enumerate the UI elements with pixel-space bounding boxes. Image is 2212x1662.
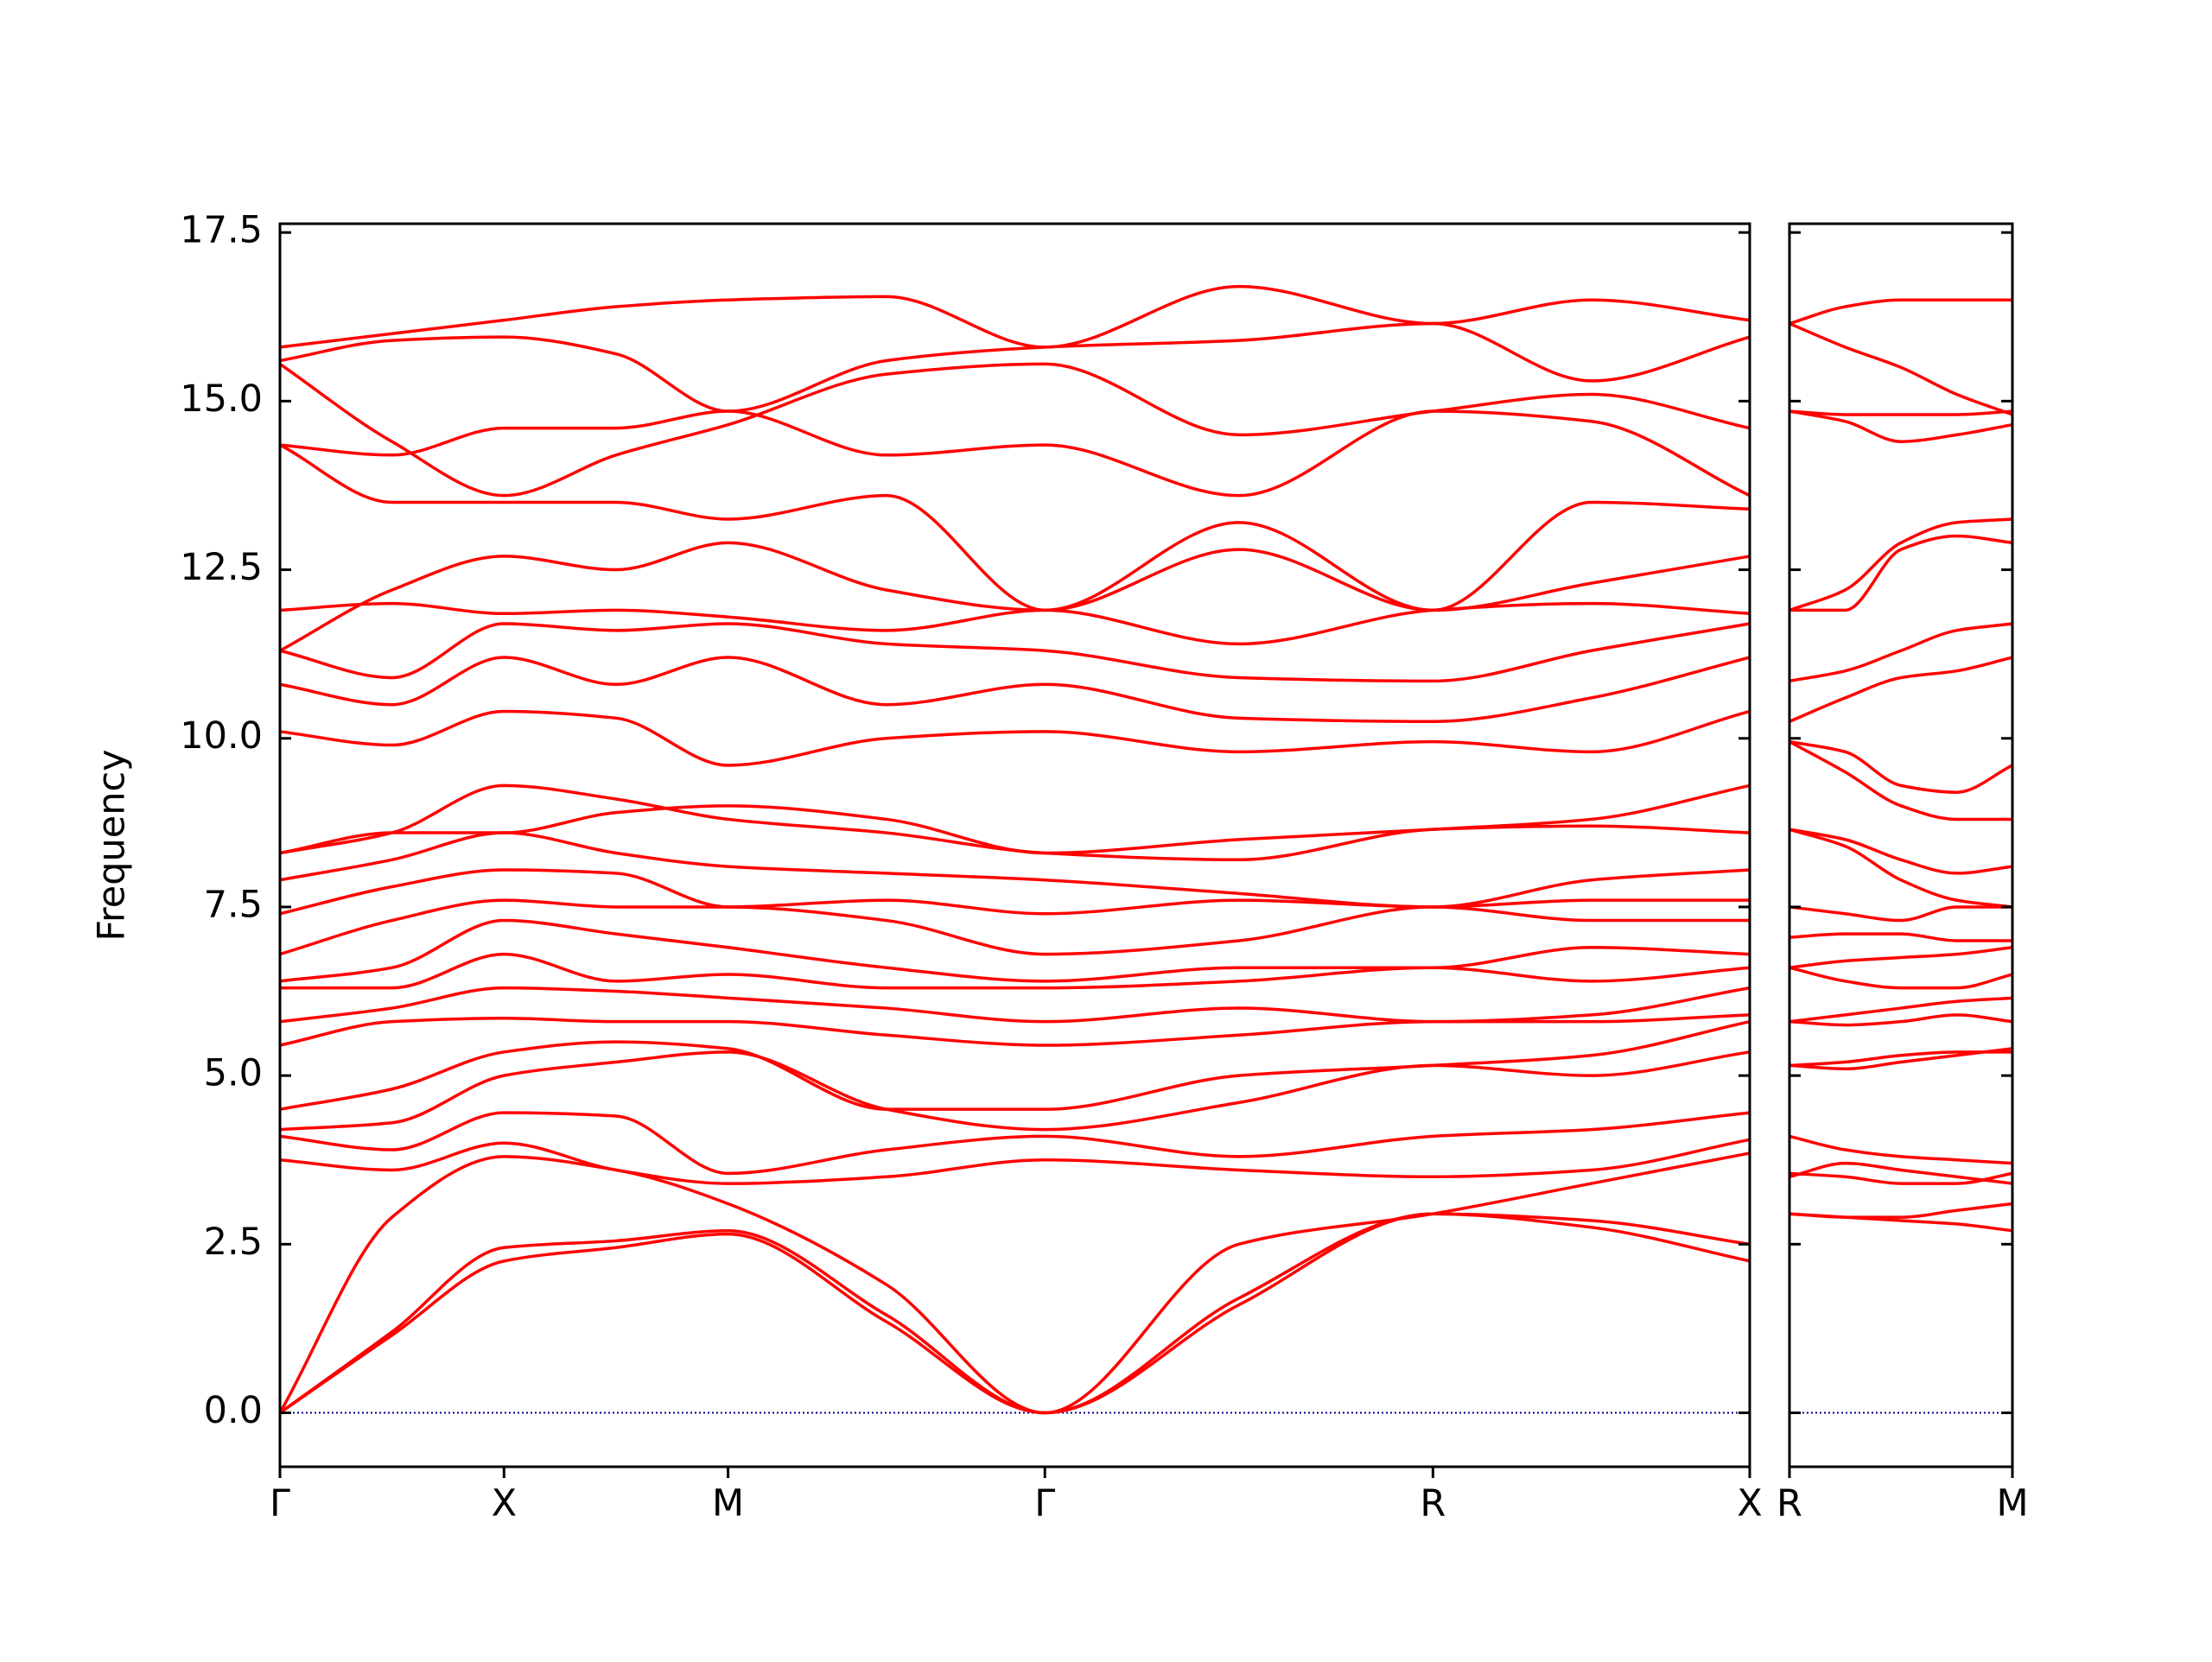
band-line (1789, 534, 2013, 612)
y-tick-label: 12.5 (180, 546, 263, 589)
band-line (279, 1111, 1751, 1176)
x-tick-label: R (1420, 1482, 1446, 1526)
band-line (278, 1212, 1751, 1415)
band-line (1789, 656, 2013, 723)
band-line (1789, 1134, 2013, 1165)
band-line (1789, 828, 2013, 909)
plot-frame (1788, 222, 2014, 1469)
band-line (279, 1050, 1751, 1132)
band-line (1789, 996, 2013, 1024)
y-tick-label: 17.5 (180, 209, 263, 252)
band-line (1789, 622, 2013, 683)
bands (278, 284, 1751, 1415)
band-line (279, 1212, 1751, 1415)
band-line (279, 709, 1751, 767)
band-line (1789, 517, 2013, 612)
y-tick-label: 7.5 (204, 883, 263, 926)
x-tick-label: M (712, 1482, 744, 1526)
y-axis-label: Frequency (91, 749, 134, 941)
y-tick-label: 5.0 (204, 1052, 263, 1095)
plot-frame (278, 222, 1751, 1469)
band-line (1789, 740, 2012, 821)
band-line (1789, 1171, 2013, 1185)
x-tick-label: X (492, 1482, 517, 1526)
band-line (279, 1019, 1751, 1111)
y-tick-label: 2.5 (204, 1221, 263, 1264)
band-line (1789, 966, 2013, 990)
band-line (1789, 1161, 2013, 1185)
x-tick-label: X (1737, 1482, 1762, 1526)
band-line (279, 868, 1750, 916)
band-line (279, 443, 1751, 612)
band-line (1789, 739, 2013, 794)
band-line (280, 952, 1751, 990)
band-line (279, 541, 1751, 652)
band-line (279, 783, 1751, 855)
x-tick-label: Γ (1034, 1482, 1055, 1526)
bands (1789, 298, 2013, 1233)
band-line (1789, 828, 2013, 875)
band-line (1789, 905, 2012, 923)
band-line (279, 601, 1751, 646)
band-line (1789, 1047, 2013, 1071)
band-line (279, 986, 1751, 1024)
band-line (1789, 932, 2012, 942)
band-line (279, 622, 1751, 683)
band-line (1789, 321, 2013, 416)
x-tick-label: R (1777, 1482, 1802, 1526)
x-tick-label: Γ (270, 1482, 290, 1526)
band-line (1789, 946, 2013, 969)
band-line (1789, 409, 2013, 416)
band-line (1789, 1212, 2013, 1233)
y-tick-label: 15.0 (180, 377, 263, 421)
band-line (279, 1138, 1751, 1185)
band-line (1789, 1013, 2013, 1027)
band-line (279, 321, 1751, 413)
band-line (279, 362, 1751, 498)
y-tick-label: 0.0 (204, 1389, 263, 1432)
band-line (279, 409, 1751, 498)
band-line (278, 1151, 1751, 1415)
band-line (1789, 409, 2013, 443)
band-line (279, 284, 1751, 349)
band-line (1789, 298, 2012, 326)
x-tick-label: M (1996, 1482, 2028, 1526)
band-line (279, 898, 1750, 956)
band-line (279, 656, 1751, 723)
band-line (279, 918, 1751, 983)
y-tick-label: 10.0 (180, 714, 263, 758)
